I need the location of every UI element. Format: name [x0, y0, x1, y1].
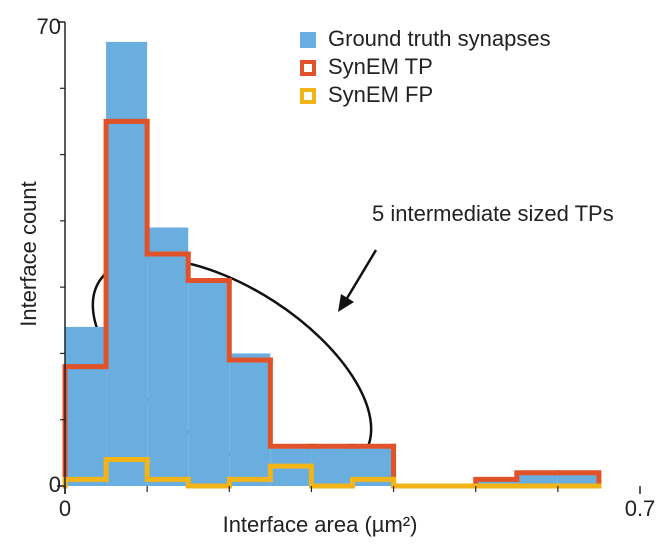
legend-label: SynEM FP: [328, 82, 433, 107]
step-segment: [514, 470, 561, 482]
step-segment: [267, 357, 314, 449]
histogram-bar: [229, 353, 271, 486]
legend-swatch: [300, 32, 316, 48]
histogram-bar: [65, 326, 107, 486]
histogram-bar: [475, 479, 517, 486]
y-axis-label: Interface count: [16, 181, 41, 327]
histogram-bar: [147, 227, 189, 486]
step-segment: [391, 476, 438, 489]
x-tick-label: 0.7: [625, 496, 656, 521]
arrow-shaft: [344, 249, 378, 301]
step-segment: [267, 463, 314, 482]
histogram-bar: [516, 472, 558, 486]
arrow-head: [338, 294, 354, 312]
x-axis-label: Interface area (µm²): [223, 512, 418, 537]
step-segment: [555, 470, 602, 489]
legend-label: SynEM TP: [328, 54, 433, 79]
step-segment: [103, 456, 150, 482]
step-segment: [185, 476, 232, 489]
legend-swatch: [300, 60, 316, 76]
annotation: 5 intermediate sized TPs: [372, 201, 614, 226]
histogram-bar: [188, 280, 230, 486]
step-segment: [185, 251, 232, 284]
histogram-bar: [106, 41, 148, 487]
x-tick-label: 0: [59, 496, 71, 521]
y-tick-label: 0: [49, 472, 61, 497]
step-segment: [350, 476, 397, 489]
step-segment: [391, 443, 438, 489]
step-segment: [226, 476, 273, 489]
histogram-bar: [311, 446, 353, 486]
step-segment: [144, 118, 191, 257]
step-segment: [103, 118, 150, 370]
step-segment: [226, 278, 273, 363]
legend-swatch: [300, 88, 316, 104]
histogram-bar: [557, 472, 599, 486]
y-tick-label: 70: [37, 14, 61, 39]
legend-label: Ground truth synapses: [328, 26, 551, 51]
step-segment: [144, 456, 191, 482]
